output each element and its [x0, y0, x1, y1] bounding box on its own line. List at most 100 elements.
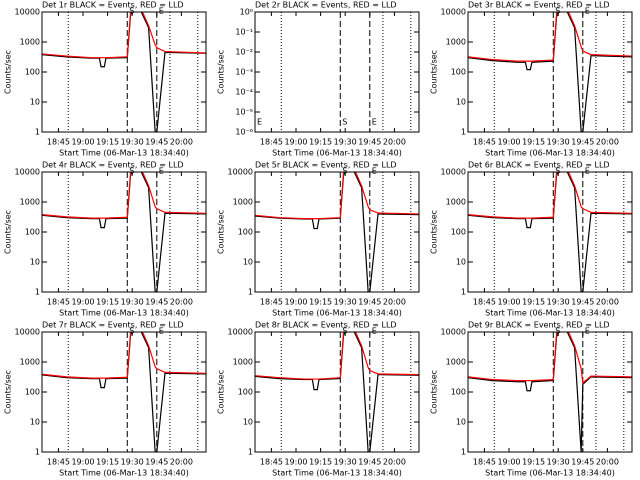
x-tick-label: 19:30: [334, 138, 357, 147]
x-tick-label: 20:00: [596, 458, 619, 467]
plot-frame: [41, 171, 207, 293]
y-tick-label: 10⁻⁶: [235, 128, 253, 137]
x-axis-label: Start Time (06-Mar-13 18:34:40): [272, 309, 402, 318]
x-tick-label: 19:45: [571, 298, 594, 307]
x-tick-label: 19:45: [358, 138, 381, 147]
y-tick-label: 100: [451, 68, 466, 77]
chart-title: Det 7r BLACK = Events, RED = LLD: [42, 321, 184, 330]
series-line: [255, 332, 419, 380]
marker-label: S: [342, 327, 347, 336]
x-axis-label: Start Time (06-Mar-13 18:34:40): [485, 149, 615, 158]
x-tick-label: 18:45: [473, 458, 496, 467]
series-line: [42, 172, 206, 219]
y-tick-label: 1: [35, 448, 40, 457]
plot-frame: [41, 11, 207, 133]
x-tick-label: 19:30: [121, 138, 144, 147]
y-tick-label: 100: [238, 228, 253, 237]
y-tick-label: 10000: [441, 8, 466, 17]
data-area: [42, 172, 206, 292]
x-tick-label: 19:15: [522, 458, 545, 467]
y-tick-label: 10: [243, 418, 253, 427]
x-tick-label: 18:45: [473, 138, 496, 147]
y-tick-label: 10⁻⁵: [235, 108, 253, 117]
y-tick-label: 10: [456, 418, 466, 427]
y-tick-label: 1: [461, 448, 466, 457]
x-tick-label: 19:15: [309, 298, 332, 307]
x-tick-label: 19:15: [522, 138, 545, 147]
plot-frame: [41, 331, 207, 453]
x-tick-label: 19:00: [284, 138, 307, 147]
x-tick-label: 19:45: [571, 138, 594, 147]
x-tick-label: 19:30: [121, 298, 144, 307]
y-tick-label: 1000: [20, 198, 40, 207]
panel: Det 3r BLACK = Events, RED = LLD Start Ti…: [430, 1, 633, 158]
x-tick-label: 19:45: [571, 458, 594, 467]
chart-title: Det 5r BLACK = Events, RED = LLD: [255, 161, 397, 170]
y-tick-label: 10⁻²: [235, 48, 253, 57]
marker-label: E: [159, 167, 164, 176]
series-line: [468, 12, 632, 62]
y-axis-label: Counts/sec: [4, 370, 13, 414]
panel: Det 9r BLACK = Events, RED = LLD Start Ti…: [430, 321, 633, 478]
marker-label: S: [555, 167, 560, 176]
chart-title: Det 2r BLACK = Events, RED = LLD: [255, 1, 397, 10]
y-axis-label: Counts/sec: [4, 210, 13, 254]
y-tick-label: 1000: [446, 358, 466, 367]
x-tick-label: 19:15: [309, 138, 332, 147]
marker-label: S: [129, 7, 134, 16]
y-tick-label: 1000: [233, 198, 253, 207]
y-tick-label: 100: [238, 388, 253, 397]
x-tick-label: 19:30: [547, 138, 570, 147]
x-tick-label: 18:45: [47, 298, 70, 307]
x-tick-label: 19:15: [309, 458, 332, 467]
panel: Det 7r BLACK = Events, RED = LLD Start Ti…: [4, 321, 207, 478]
chart-title: Det 4r BLACK = Events, RED = LLD: [42, 161, 184, 170]
x-tick-label: 20:00: [383, 298, 406, 307]
x-tick-label: 18:45: [260, 298, 283, 307]
series-line: [42, 332, 206, 379]
y-tick-label: 10000: [15, 328, 40, 337]
x-tick-label: 18:45: [47, 138, 70, 147]
data-area: [42, 332, 206, 452]
y-axis-label: Counts/sec: [430, 50, 439, 94]
x-axis-label: Start Time (06-Mar-13 18:34:40): [59, 469, 189, 478]
marker-label: E: [585, 7, 590, 16]
y-tick-label: 10⁻³: [235, 68, 253, 77]
y-axis-label: Counts/sec: [217, 50, 226, 94]
panel: Det 8r BLACK = Events, RED = LLD Start Ti…: [217, 321, 420, 478]
y-tick-label: 1: [248, 288, 253, 297]
x-tick-label: 20:00: [170, 298, 193, 307]
chart-title: Det 3r BLACK = Events, RED = LLD: [468, 1, 610, 10]
y-tick-label: 10000: [15, 8, 40, 17]
x-tick-label: 18:45: [473, 298, 496, 307]
data-area: [255, 332, 419, 452]
marker-label: E: [372, 167, 377, 176]
series-line: [42, 12, 206, 59]
y-tick-label: 10: [456, 98, 466, 107]
marker-label: S: [342, 118, 347, 127]
x-tick-label: 18:45: [260, 138, 283, 147]
y-tick-label: 10000: [441, 168, 466, 177]
y-tick-label: 10: [243, 258, 253, 267]
marker-label: E: [159, 327, 164, 336]
y-tick-label: 10000: [15, 168, 40, 177]
marker-label: E: [159, 7, 164, 16]
x-tick-label: 19:00: [71, 458, 94, 467]
marker-label: S: [555, 7, 560, 16]
y-tick-label: 1: [248, 448, 253, 457]
series-line: [468, 332, 632, 385]
panel: Det 1r BLACK = Events, RED = LLD Start Ti…: [4, 1, 207, 158]
x-tick-label: 20:00: [596, 138, 619, 147]
marker-label: E: [372, 327, 377, 336]
x-tick-label: 20:00: [170, 458, 193, 467]
panel: Det 5r BLACK = Events, RED = LLD Start Ti…: [217, 161, 420, 318]
x-axis-label: Start Time (06-Mar-13 18:34:40): [59, 149, 189, 158]
marker-label: S: [555, 327, 560, 336]
x-tick-label: 19:30: [547, 298, 570, 307]
y-tick-label: 1000: [233, 358, 253, 367]
y-tick-label: 100: [25, 388, 40, 397]
x-tick-label: 19:15: [96, 458, 119, 467]
x-tick-label: 19:30: [334, 458, 357, 467]
marker-label: S: [342, 167, 347, 176]
